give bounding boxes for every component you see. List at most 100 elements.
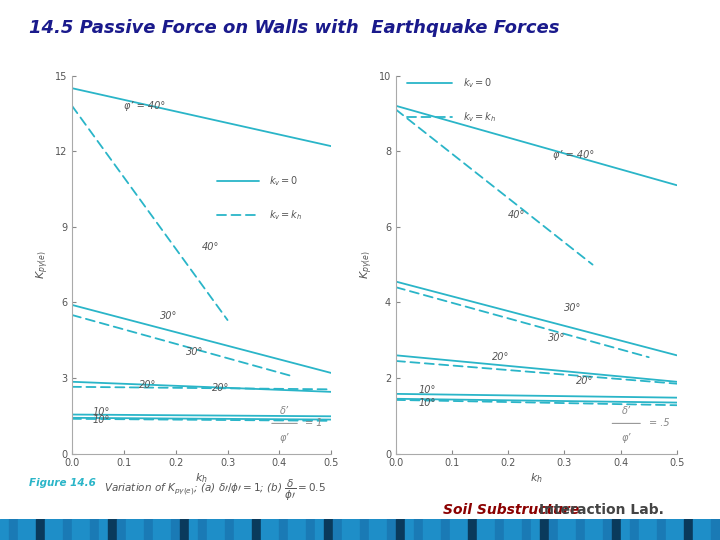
Bar	[702, 519, 713, 540]
Bar	[360, 519, 371, 540]
Text: φ’: φ’	[621, 433, 631, 443]
Bar	[9, 519, 19, 540]
Bar	[108, 519, 119, 540]
Text: 10°: 10°	[418, 397, 436, 408]
Bar	[603, 519, 613, 540]
Text: 30°: 30°	[548, 333, 565, 343]
Bar	[90, 519, 101, 540]
Bar	[297, 519, 308, 540]
Bar	[144, 519, 155, 540]
Text: δ’: δ’	[621, 406, 631, 416]
Bar	[648, 519, 659, 540]
Text: 14.5 Passive Force on Walls with  Earthquake Forces: 14.5 Passive Force on Walls with Earthqu…	[29, 19, 559, 37]
Text: 10°: 10°	[93, 415, 110, 426]
Bar	[99, 519, 110, 540]
Text: Soil Substructure: Soil Substructure	[443, 503, 579, 517]
Bar	[189, 519, 200, 540]
Bar	[180, 519, 191, 540]
Bar	[576, 519, 587, 540]
Bar	[153, 519, 163, 540]
Bar	[378, 519, 389, 540]
Text: (a): (a)	[194, 522, 210, 532]
Bar	[117, 519, 128, 540]
Bar	[432, 519, 443, 540]
Bar	[675, 519, 685, 540]
Text: Interaction Lab.: Interaction Lab.	[539, 503, 663, 517]
Bar	[513, 519, 523, 540]
Text: φ’: φ’	[280, 433, 289, 443]
Bar	[279, 519, 289, 540]
Text: 20°: 20°	[140, 380, 157, 390]
Bar	[630, 519, 641, 540]
Text: 40°: 40°	[508, 211, 526, 220]
Text: $k_v = k_h$: $k_v = k_h$	[464, 110, 497, 124]
Bar	[333, 519, 344, 540]
Bar	[135, 519, 145, 540]
Bar	[468, 519, 479, 540]
Bar	[711, 519, 720, 540]
Bar	[198, 519, 209, 540]
Bar	[252, 519, 263, 540]
Bar	[351, 519, 361, 540]
Text: $k_v = k_h$: $k_v = k_h$	[269, 208, 302, 222]
Bar	[342, 519, 353, 540]
Bar	[567, 519, 577, 540]
Y-axis label: $K_{p\gamma(e)}$: $K_{p\gamma(e)}$	[359, 250, 374, 279]
Text: $k_v = 0$: $k_v = 0$	[464, 76, 493, 90]
Bar	[243, 519, 254, 540]
Bar	[72, 519, 83, 540]
Bar	[558, 519, 569, 540]
Bar	[522, 519, 533, 540]
Bar	[657, 519, 668, 540]
Bar	[207, 519, 217, 540]
Text: $k_v = 0$: $k_v = 0$	[269, 174, 299, 188]
Bar	[27, 519, 37, 540]
Text: = 1: = 1	[305, 418, 323, 428]
Bar	[450, 519, 461, 540]
Bar	[414, 519, 425, 540]
Text: = .5: = .5	[649, 418, 670, 428]
Text: φ’ = 40°: φ’ = 40°	[124, 101, 165, 111]
Text: (b): (b)	[528, 522, 544, 532]
Bar	[405, 519, 416, 540]
Bar	[639, 519, 649, 540]
Bar	[126, 519, 137, 540]
Text: 20°: 20°	[576, 376, 593, 386]
Bar	[666, 519, 677, 540]
Bar	[270, 519, 281, 540]
Bar	[81, 519, 92, 540]
Bar	[225, 519, 236, 540]
Text: Variation of $K_{p\gamma(e)}$; (a) $\delta\prime/\phi\prime = 1$; (b) $\dfrac{\d: Variation of $K_{p\gamma(e)}$; (a) $\del…	[104, 478, 326, 503]
Bar	[18, 519, 29, 540]
Bar	[585, 519, 596, 540]
Bar	[441, 519, 452, 540]
Bar	[396, 519, 407, 540]
Text: 10°: 10°	[93, 407, 110, 417]
Bar	[45, 519, 56, 540]
Bar	[486, 519, 497, 540]
Bar	[63, 519, 73, 540]
Text: δ’: δ’	[280, 406, 289, 416]
Bar	[234, 519, 245, 540]
Text: 30°: 30°	[160, 311, 178, 321]
Bar	[612, 519, 623, 540]
Bar	[459, 519, 469, 540]
Bar	[495, 519, 505, 540]
Bar	[684, 519, 695, 540]
Bar	[0, 519, 11, 540]
Bar	[369, 519, 380, 540]
Bar	[171, 519, 181, 540]
Bar	[36, 519, 47, 540]
Bar	[477, 519, 488, 540]
Bar	[315, 519, 325, 540]
Text: Figure 14.6: Figure 14.6	[29, 478, 96, 488]
Bar	[387, 519, 397, 540]
Text: 40°: 40°	[202, 242, 219, 252]
Bar	[288, 519, 299, 540]
Bar	[54, 519, 65, 540]
Text: 10°: 10°	[418, 385, 436, 395]
Text: φ’ = 40°: φ’ = 40°	[553, 150, 595, 160]
Bar	[540, 519, 551, 540]
Bar	[324, 519, 335, 540]
X-axis label: $k_h$: $k_h$	[195, 471, 208, 485]
